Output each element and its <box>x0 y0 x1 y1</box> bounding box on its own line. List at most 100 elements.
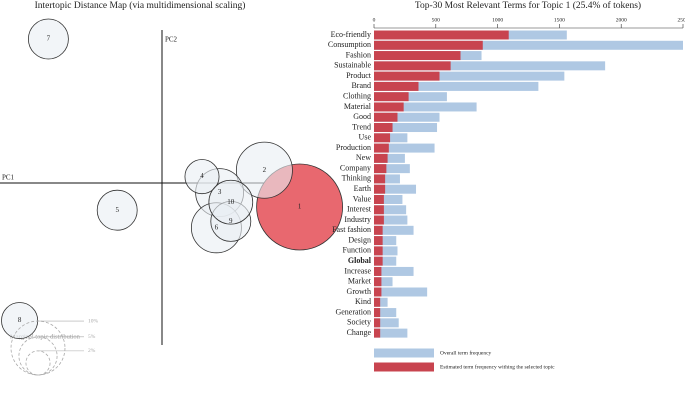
bar <box>374 287 428 297</box>
bar <box>374 277 393 287</box>
term-label: Interest <box>347 205 372 214</box>
x-tick-label: 500 <box>432 17 441 23</box>
legend-swatch <box>374 348 434 358</box>
topic-label: 1 <box>298 203 302 211</box>
term-label: Company <box>340 163 371 172</box>
term-label: Growth <box>347 287 371 296</box>
term-label: Market <box>348 277 372 286</box>
bar <box>374 205 384 215</box>
size-legend-circle <box>10 320 66 376</box>
x-tick-label: 2000 <box>616 17 627 23</box>
x-tick-label: 2500 <box>678 17 685 23</box>
bar <box>374 184 386 194</box>
pc1-label: PC1 <box>2 174 15 182</box>
size-legend-label: 10% <box>88 318 99 324</box>
bar <box>374 102 477 112</box>
term-label: Material <box>344 102 372 111</box>
topic-bubble <box>1 302 39 340</box>
x-tick-label: 0 <box>373 17 376 23</box>
bar <box>374 71 565 81</box>
topic-label: 2 <box>263 166 267 174</box>
size-legend-label: 5% <box>88 334 96 340</box>
bar <box>374 123 393 133</box>
term-label: Brand <box>351 81 371 90</box>
topic-label: 10 <box>227 198 235 206</box>
topic-bubble <box>96 189 138 231</box>
term-label: Eco-friendly <box>331 30 371 39</box>
term-label: Design <box>348 235 371 244</box>
topic-label: 9 <box>229 217 233 225</box>
bar <box>374 102 404 112</box>
topic-bubble <box>27 18 69 60</box>
topic-label: 5 <box>115 206 119 214</box>
bar-title: Top-30 Most Relevant Terms for Topic 1 (… <box>415 0 641 11</box>
x-tick-label: 1000 <box>492 17 503 23</box>
term-label: Clothing <box>343 92 371 101</box>
bar <box>374 164 387 174</box>
bar <box>374 143 435 153</box>
bar <box>374 112 398 122</box>
bar <box>374 277 382 287</box>
bar <box>374 133 391 143</box>
bar <box>374 328 408 338</box>
bar <box>374 143 389 153</box>
size-legend-label: 2% <box>88 348 96 354</box>
bar <box>374 164 410 174</box>
bar <box>374 81 539 91</box>
bar <box>374 194 403 204</box>
bar <box>374 92 409 102</box>
bar <box>374 133 408 143</box>
term-label: Global <box>348 256 372 265</box>
bar <box>374 256 397 266</box>
bar <box>374 61 606 71</box>
bar <box>374 225 414 235</box>
term-label: Sustainable <box>334 61 371 70</box>
legend-swatch <box>374 362 434 372</box>
bar <box>374 153 405 163</box>
term-label: Consumption <box>328 40 371 49</box>
size-legend-circle <box>18 336 58 376</box>
topic-label: 7 <box>47 35 51 43</box>
bar <box>374 61 451 71</box>
bar <box>374 266 414 276</box>
bar <box>374 40 483 50</box>
pc2-label: PC2 <box>165 36 178 44</box>
bar <box>374 174 400 184</box>
bar <box>374 81 419 91</box>
size-legend-circle <box>25 350 51 376</box>
term-label: Production <box>336 143 371 152</box>
term-label: Fast fashion <box>332 225 371 234</box>
topic-bubble <box>184 159 220 195</box>
bar <box>374 215 408 225</box>
bar <box>374 266 382 276</box>
map-title: Intertopic Distance Map (via multidimens… <box>35 0 246 11</box>
bar <box>374 123 438 133</box>
term-label: Kind <box>355 297 371 306</box>
topic-bubble <box>208 179 254 225</box>
term-label: Trend <box>352 122 371 131</box>
bar <box>374 112 440 122</box>
bar <box>374 174 386 184</box>
term-label: Use <box>359 133 372 142</box>
topic-label: 3 <box>218 188 222 196</box>
term-label: Society <box>347 318 371 327</box>
term-label: Good <box>353 112 371 121</box>
bar <box>374 297 381 307</box>
term-label: Value <box>353 194 372 203</box>
bar <box>374 153 388 163</box>
bar <box>374 236 383 246</box>
bar <box>374 256 383 266</box>
bar <box>374 297 388 307</box>
topic-label: 8 <box>18 316 22 324</box>
bar <box>374 205 407 215</box>
bar <box>374 215 384 225</box>
x-tick-label: 1500 <box>554 17 565 23</box>
bar <box>374 40 683 50</box>
bar <box>374 236 397 246</box>
bar <box>374 308 381 318</box>
topic-label: 6 <box>215 223 219 231</box>
term-label: Increase <box>344 266 371 275</box>
term-label: Earth <box>354 184 371 193</box>
bar <box>374 287 382 297</box>
